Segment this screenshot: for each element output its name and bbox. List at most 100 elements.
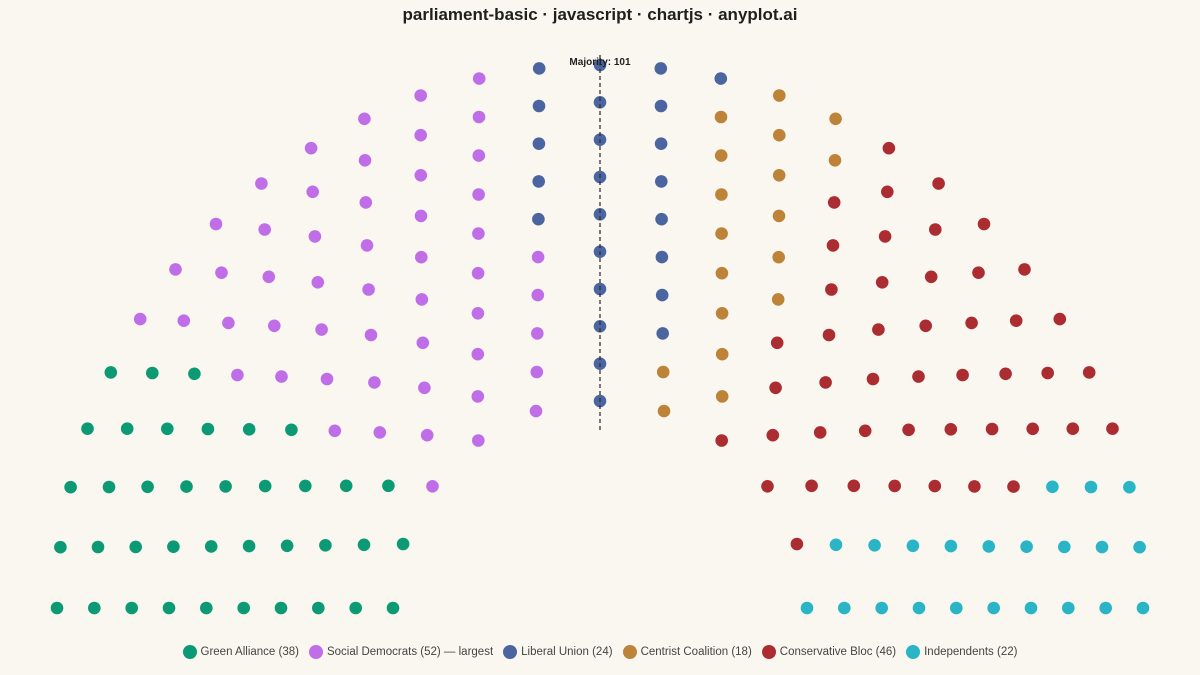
seat-social-democrats — [471, 390, 485, 403]
seat-independents — [1133, 540, 1146, 554]
seat-green-alliance — [386, 601, 400, 615]
seat-conservative-bloc — [878, 230, 892, 243]
seat-centrist-coalition — [771, 293, 785, 306]
seat-social-democrats — [311, 276, 325, 289]
seat-centrist-coalition — [656, 365, 670, 379]
seat-conservative-bloc — [766, 428, 780, 442]
seat-independents — [829, 538, 843, 552]
seat-social-democrats — [420, 428, 434, 442]
seat-conservative-bloc — [875, 276, 889, 289]
seat-liberal-union — [655, 212, 668, 226]
seat-green-alliance — [162, 601, 176, 615]
seat-social-democrats — [358, 154, 372, 167]
seat-social-democrats — [415, 293, 429, 306]
seat-green-alliance — [167, 540, 180, 553]
seat-social-democrats — [364, 328, 378, 342]
seat-green-alliance — [237, 601, 250, 615]
seat-liberal-union — [532, 212, 545, 226]
legend-swatch — [622, 645, 637, 659]
seat-conservative-bloc — [1041, 366, 1054, 380]
seat-liberal-union — [532, 99, 546, 113]
seat-green-alliance — [129, 540, 142, 554]
seat-green-alliance — [161, 422, 174, 436]
seat-green-alliance — [88, 601, 101, 615]
seat-independents — [800, 601, 814, 615]
seat-independents — [1084, 480, 1098, 494]
seat-liberal-union — [532, 62, 546, 75]
seat-liberal-union — [654, 99, 668, 113]
legend-item-green-alliance[interactable]: Green Alliance (38) — [182, 645, 299, 659]
seat-centrist-coalition — [715, 390, 729, 403]
seat-social-democrats — [359, 196, 373, 209]
seat-social-democrats — [531, 327, 544, 340]
seat-social-democrats — [471, 307, 485, 320]
seat-social-democrats — [373, 426, 387, 439]
seat-conservative-bloc — [847, 479, 861, 493]
seat-conservative-bloc — [1009, 314, 1023, 328]
legend-label: Green Alliance (38) — [200, 646, 299, 658]
seat-social-democrats — [530, 365, 544, 379]
seat-conservative-bloc — [888, 479, 901, 493]
seat-green-alliance — [120, 422, 134, 436]
seat-independents — [982, 540, 996, 553]
seat-conservative-bloc — [944, 423, 958, 436]
seat-green-alliance — [54, 540, 67, 554]
seat-social-democrats — [262, 270, 276, 284]
legend-item-independents[interactable]: Independents (22) — [906, 645, 1017, 659]
seat-centrist-coalition — [773, 89, 786, 102]
legend-swatch — [503, 645, 518, 659]
seat-conservative-bloc — [813, 426, 827, 439]
seat-liberal-union — [655, 288, 669, 302]
seat-social-democrats — [320, 372, 334, 386]
seat-independents — [987, 601, 1000, 615]
seat-independents — [1095, 540, 1109, 554]
legend-item-social-democrats[interactable]: Social Democrats (52) — largest — [308, 645, 494, 659]
legend-label: Social Democrats (52) — largest — [326, 646, 494, 658]
seat-conservative-bloc — [715, 434, 728, 447]
seat-conservative-bloc — [872, 323, 885, 336]
seat-conservative-bloc — [1106, 422, 1119, 436]
seat-green-alliance — [274, 601, 288, 615]
seat-conservative-bloc — [858, 424, 872, 438]
legend-item-liberal-union[interactable]: Liberal Union (24) — [503, 645, 613, 659]
seat-conservative-bloc — [1053, 312, 1067, 326]
seat-social-democrats — [360, 239, 374, 252]
legend-swatch — [906, 645, 921, 659]
seat-centrist-coalition — [714, 149, 728, 162]
seat-conservative-bloc — [968, 480, 981, 493]
seat-social-democrats — [177, 314, 191, 328]
legend-item-centrist-coalition[interactable]: Centrist Coalition (18) — [622, 645, 752, 659]
seat-centrist-coalition — [715, 227, 728, 240]
seat-green-alliance — [104, 366, 118, 379]
seat-social-democrats — [471, 347, 485, 361]
seat-green-alliance — [180, 480, 193, 493]
seat-independents — [868, 539, 881, 552]
seat-green-alliance — [285, 423, 298, 437]
legend-label: Centrist Coalition (18) — [640, 646, 752, 658]
seat-social-democrats — [268, 319, 281, 333]
seat-conservative-bloc — [827, 196, 841, 209]
seat-green-alliance — [357, 538, 371, 552]
legend: Green Alliance (38) Social Democrats (52)… — [0, 645, 1200, 659]
seat-green-alliance — [141, 480, 154, 494]
seat-green-alliance — [64, 480, 77, 494]
seat-centrist-coalition — [715, 307, 729, 320]
seat-social-democrats — [414, 128, 428, 142]
seat-independents — [875, 601, 888, 615]
seat-social-democrats — [215, 266, 228, 280]
legend-item-conservative-bloc[interactable]: Conservative Bloc (46) — [761, 645, 897, 659]
seat-green-alliance — [125, 601, 138, 615]
seat-social-democrats — [258, 223, 272, 236]
seat-social-democrats — [358, 112, 371, 126]
legend-label: Conservative Bloc (46) — [779, 646, 897, 658]
seat-centrist-coalition — [772, 209, 786, 223]
seat-centrist-coalition — [657, 404, 671, 418]
seat-social-democrats — [169, 263, 182, 276]
legend-swatch — [308, 645, 323, 659]
seat-centrist-coalition — [829, 112, 842, 126]
seat-independents — [1024, 601, 1038, 615]
seat-social-democrats — [418, 381, 431, 395]
seat-social-democrats — [472, 110, 486, 124]
seat-conservative-bloc — [805, 479, 818, 493]
seat-independents — [1062, 601, 1075, 615]
